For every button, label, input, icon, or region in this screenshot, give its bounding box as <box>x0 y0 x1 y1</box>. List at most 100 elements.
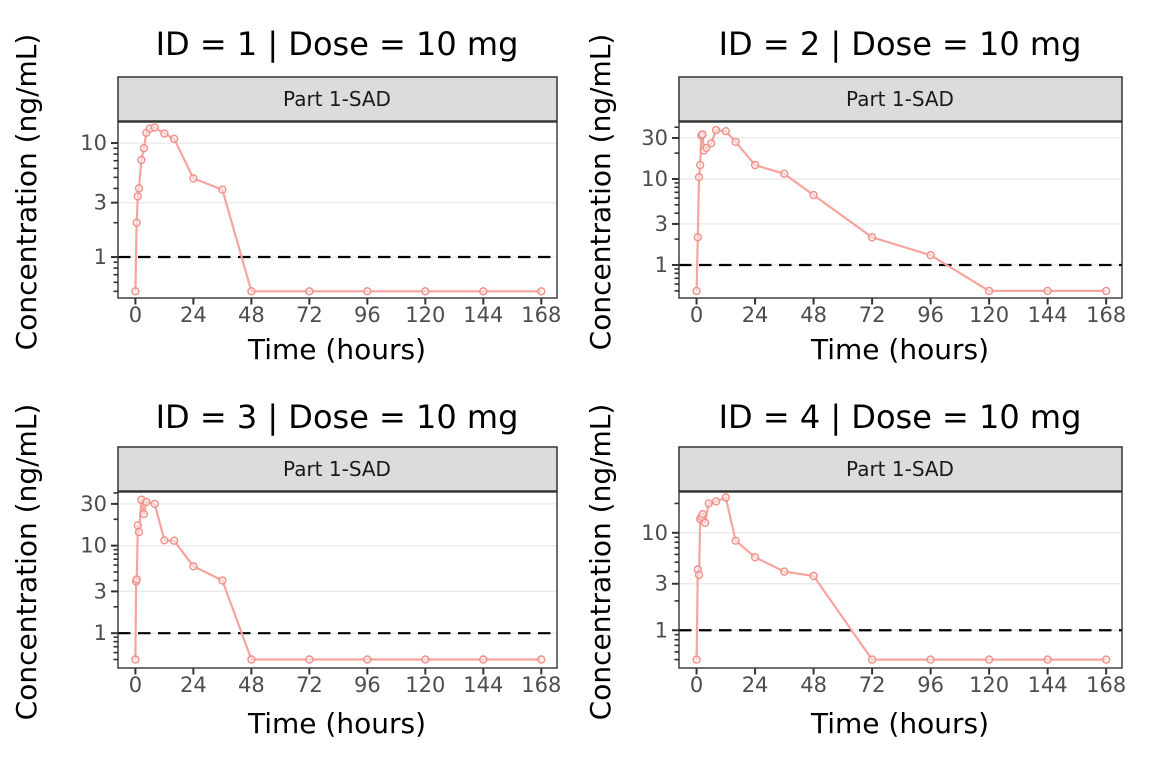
x-tick-label: 120 <box>969 303 1009 327</box>
pk-point <box>693 233 703 242</box>
panel-cell-4: 0 24 48 72 96 120 144 168 1 3 10 ID = 4 | Dose = 1… <box>576 384 1152 768</box>
x-tick-label: 24 <box>742 303 769 327</box>
pk-point <box>700 518 710 527</box>
pk-point <box>305 655 314 664</box>
strip-bg <box>117 76 558 122</box>
x-tick-label: 72 <box>859 303 886 327</box>
pk-point <box>750 553 760 562</box>
pk-point <box>711 497 721 506</box>
pk-point <box>926 655 935 664</box>
pk-point <box>150 123 159 132</box>
x-tick-label: 96 <box>917 673 944 697</box>
y-axis-label: Concentration (ng/mL) <box>584 404 617 721</box>
pk-point <box>160 129 169 138</box>
pk-point <box>694 570 704 580</box>
x-tick-label: 48 <box>800 673 827 697</box>
pk-point <box>694 172 704 182</box>
pk-point <box>133 192 143 201</box>
x-tick-label: 24 <box>180 673 207 697</box>
pk-point <box>984 286 994 296</box>
panel-background <box>118 122 557 298</box>
pk-point <box>139 144 149 153</box>
pk-point <box>150 499 159 509</box>
y-axis-label: Concentration (ng/mL) <box>584 34 617 351</box>
x-tick-label: 168 <box>521 673 561 697</box>
x-tick-label: 120 <box>405 673 445 697</box>
pk-point <box>1102 286 1111 296</box>
pk-point <box>721 493 731 502</box>
pk-point <box>131 655 140 664</box>
pk-point <box>692 286 701 296</box>
pk-point <box>479 655 488 664</box>
pk-line <box>695 129 1107 292</box>
plot-layer: 0 24 48 72 96 120 144 168 1 3 10 <box>80 76 561 327</box>
pk-point <box>809 571 818 581</box>
pk-point <box>134 527 144 537</box>
pk-point <box>809 190 818 200</box>
panel-title: ID = 2 | Dose = 10 mg <box>719 25 1082 63</box>
pk-point <box>169 134 179 144</box>
x-tick-label: 0 <box>129 303 142 327</box>
pk-point <box>132 575 142 584</box>
pk-point <box>721 126 731 136</box>
pk-point <box>160 536 169 545</box>
y-axis-label: Concentration (ng/mL) <box>10 34 43 351</box>
x-tick-label: 72 <box>296 303 323 327</box>
pk-point <box>867 655 877 664</box>
x-tick-label: 144 <box>1028 673 1068 697</box>
y-tick-label: 1 <box>655 618 668 642</box>
pk-point <box>537 655 546 664</box>
pk-panel-4: 0 24 48 72 96 120 144 168 1 3 10 ID = 4 | Dose = 1… <box>584 398 1126 740</box>
x-tick-label: 144 <box>1028 303 1068 327</box>
pk-point <box>247 287 256 296</box>
pk-point <box>695 160 705 170</box>
y-tick-label: 10 <box>641 167 668 191</box>
x-tick-label: 96 <box>354 673 381 697</box>
strip-bg <box>678 446 1123 492</box>
x-axis-label: Time (hours) <box>247 333 426 366</box>
panel-background <box>679 122 1122 298</box>
x-tick-label: 120 <box>969 673 1009 697</box>
pk-point <box>133 521 143 530</box>
plot-layer: 0 24 48 72 96 120 144 168 1 3 10 <box>641 446 1126 697</box>
pk-point <box>1043 286 1052 296</box>
y-axis-label: Concentration (ng/mL) <box>10 404 43 721</box>
panel-cell-2: 0 24 48 72 96 120 144 168 1 3 10 30 ID = 2 | Dose =… <box>576 0 1152 384</box>
panel-border <box>678 121 1123 299</box>
facet-strip-label: Part 1-SAD <box>846 457 954 481</box>
pk-panel-1: 0 24 48 72 96 120 144 168 1 3 10 ID = 1 | Dose = 1… <box>10 25 561 366</box>
y-tick-label: 30 <box>641 126 668 150</box>
pk-point <box>711 125 721 135</box>
pk-point <box>363 655 372 664</box>
y-tick-label: 1 <box>94 245 107 269</box>
facet-strip-label: Part 1-SAD <box>846 87 954 111</box>
x-tick-label: 48 <box>238 673 265 697</box>
y-tick-label: 3 <box>94 191 107 215</box>
strip-bg <box>117 446 558 492</box>
pk-point <box>132 218 141 227</box>
x-tick-label: 168 <box>1086 303 1126 327</box>
pk-point <box>780 567 789 576</box>
pk-point <box>189 174 198 183</box>
panel-title: ID = 3 | Dose = 10 mg <box>156 398 519 436</box>
x-axis-label: Time (hours) <box>247 707 426 740</box>
pk-point <box>137 155 146 165</box>
pk-point <box>692 655 701 664</box>
y-tick-label: 3 <box>94 579 107 603</box>
x-tick-label: 72 <box>859 673 886 697</box>
pk-point <box>189 562 198 571</box>
pk-point <box>479 287 488 296</box>
pk-point <box>731 536 740 545</box>
x-tick-label: 24 <box>180 303 207 327</box>
pk-point <box>750 160 760 170</box>
pk-point <box>131 287 140 296</box>
y-tick-label: 1 <box>94 621 107 645</box>
pk-point <box>1043 655 1052 664</box>
x-tick-label: 168 <box>1086 673 1126 697</box>
panel-border <box>678 491 1123 669</box>
y-tick-label: 10 <box>80 131 107 155</box>
x-tick-label: 120 <box>405 303 445 327</box>
plot-layer: 0 24 48 72 96 120 144 168 1 3 10 30 <box>641 76 1126 327</box>
y-tick-label: 10 <box>641 521 668 545</box>
